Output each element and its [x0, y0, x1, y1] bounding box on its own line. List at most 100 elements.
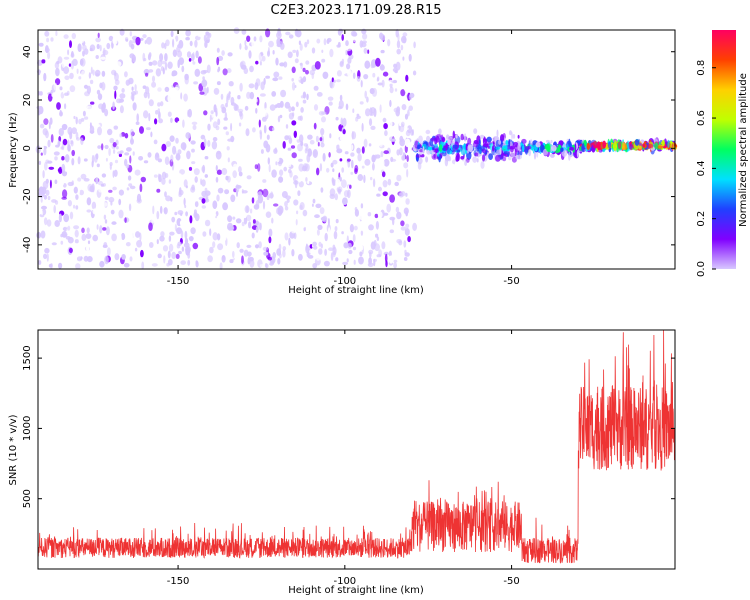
heatmap-cell — [341, 231, 344, 235]
heatmap-cell — [107, 78, 110, 82]
heatmap-cell — [419, 149, 424, 153]
heatmap-cell — [193, 81, 199, 85]
heatmap-cell — [328, 152, 331, 158]
heatmap-cell — [234, 116, 239, 125]
heatmap-cell — [442, 147, 446, 151]
heatmap-cell — [284, 232, 289, 241]
heatmap-cell — [377, 119, 382, 126]
heatmap-cell — [323, 260, 330, 267]
heatmap-cell — [85, 233, 92, 240]
heatmap-cell — [71, 158, 75, 166]
heatmap-cell — [191, 148, 195, 153]
heatmap-cell — [444, 157, 449, 167]
heatmap-cell — [270, 187, 275, 191]
heatmap-cell — [207, 123, 211, 131]
heatmap-cell — [256, 53, 263, 62]
heatmap-cell — [219, 62, 226, 71]
heatmap-cell — [234, 53, 241, 60]
heatmap-cell — [309, 69, 316, 76]
heatmap-cell — [104, 219, 108, 224]
heatmap-cell — [320, 128, 325, 136]
heatmap-cell — [388, 250, 392, 257]
heatmap-cell — [261, 112, 265, 117]
heatmap-cell — [369, 200, 374, 206]
colorbar-ticks: 0.0 0.2 0.4 0.6 0.8 — [696, 60, 716, 277]
heatmap-cell — [114, 253, 120, 261]
heatmap-cell — [236, 189, 238, 197]
heatmap-cell — [381, 171, 386, 178]
heatmap-cell — [359, 101, 364, 105]
heatmap-cell — [472, 156, 478, 163]
heatmap-cell — [345, 223, 349, 229]
heatmap-cell — [282, 249, 286, 258]
heatmap-cell — [61, 156, 65, 161]
heatmap-cell — [168, 243, 174, 252]
heatmap-cell — [80, 173, 87, 180]
heatmap-cell — [363, 138, 368, 148]
heatmap-cell — [116, 98, 122, 104]
heatmap-cell — [77, 43, 82, 52]
heatmap-cell — [576, 149, 580, 158]
heatmap-cell — [61, 123, 68, 131]
heatmap-cell — [339, 233, 345, 241]
heatmap-cell — [265, 143, 271, 153]
heatmap-cell — [299, 202, 305, 210]
heatmap-cell — [260, 51, 264, 57]
heatmap-cell — [259, 264, 265, 268]
heatmap-cell — [43, 217, 48, 226]
heatmap-cell — [177, 121, 180, 127]
heatmap-cell — [361, 28, 367, 35]
heatmap-cell — [168, 179, 172, 184]
heatmap-cell — [394, 88, 398, 92]
y-tick-label: -20 — [22, 188, 33, 204]
heatmap-cell — [417, 162, 422, 170]
heatmap-cell — [363, 74, 369, 80]
heatmap-cell — [194, 201, 199, 208]
heatmap-cell — [330, 252, 334, 261]
heatmap-cell — [92, 69, 95, 76]
heatmap-cell — [361, 165, 365, 169]
heatmap-cell — [134, 247, 138, 252]
heatmap-cell — [194, 176, 198, 183]
heatmap-cell — [291, 106, 295, 112]
heatmap-cell — [254, 82, 259, 91]
heatmap-cell — [188, 236, 194, 242]
heatmap-cell — [178, 250, 182, 255]
heatmap-cell — [332, 246, 337, 256]
heatmap-cell — [348, 249, 353, 255]
heatmap-cell — [276, 207, 281, 215]
heatmap-cell — [402, 37, 407, 44]
heatmap-cell — [163, 207, 166, 213]
heatmap-cell — [177, 241, 182, 246]
heatmap-cell — [371, 87, 378, 97]
heatmap-cell — [322, 215, 328, 223]
heatmap-cell — [279, 62, 285, 67]
heatmap-cell — [209, 114, 212, 122]
heatmap-cell — [134, 90, 138, 95]
heatmap-cell — [271, 169, 277, 178]
heatmap-cell — [125, 38, 129, 42]
heatmap-cell — [118, 244, 124, 248]
heatmap-cell — [245, 128, 250, 137]
heatmap-cell — [284, 206, 289, 211]
heatmap-cell — [45, 99, 49, 106]
heatmap-cell — [339, 94, 343, 101]
heatmap-cell — [148, 69, 154, 73]
heatmap-cell — [148, 112, 151, 122]
heatmap-cell — [375, 220, 379, 230]
heatmap-cell — [288, 237, 291, 246]
heatmap-cell — [262, 116, 267, 122]
heatmap-cell — [310, 230, 314, 239]
heatmap-cell — [425, 156, 429, 163]
heatmap-cell — [283, 61, 288, 68]
heatmap-cell — [157, 253, 162, 259]
heatmap-cell — [200, 237, 204, 243]
heatmap-cell — [67, 181, 74, 187]
heatmap-cell — [221, 50, 225, 56]
heatmap-cell — [49, 79, 54, 84]
heatmap-cell — [142, 34, 147, 39]
heatmap-cell — [164, 86, 170, 92]
heatmap-cell — [268, 192, 274, 199]
heatmap-cell — [161, 42, 165, 49]
heatmap-cell — [313, 245, 318, 250]
